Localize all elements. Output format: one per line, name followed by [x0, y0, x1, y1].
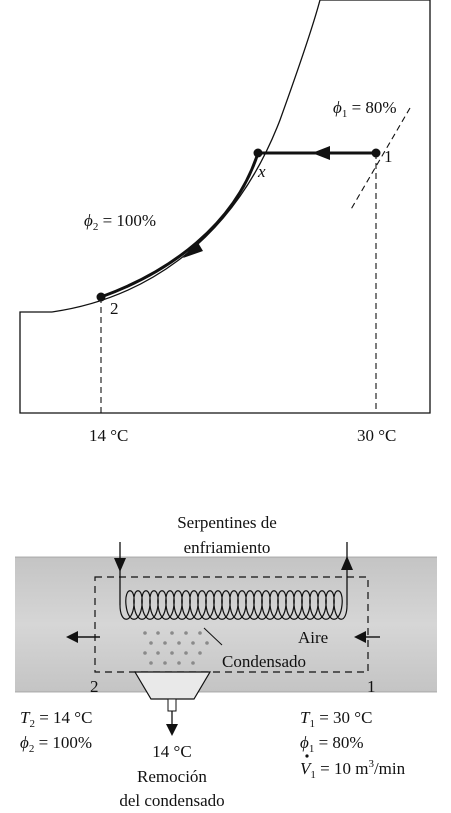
state-2-label: 2 [110, 299, 119, 318]
temp-30-label: 30 °C [357, 426, 396, 445]
state-point-x [253, 148, 263, 158]
cooling-device-schematic: Serpentines de enfriamiento Condensado [15, 513, 437, 810]
inlet-humidity: ϕ1 = 80% [300, 733, 364, 755]
condensate-leader-line [203, 627, 223, 646]
phi2-label: ϕ2 = 100% [84, 211, 156, 233]
section-2-label: 2 [90, 677, 99, 696]
coil-inlet-arrow-icon [114, 558, 126, 572]
state-1-label: 1 [384, 147, 393, 166]
drain-arrow-icon [166, 724, 178, 736]
outlet-temperature: T2 = 14 °C [20, 708, 92, 730]
control-volume [94, 576, 369, 673]
condensate-droplets [143, 631, 209, 665]
removal-label-line2: del condensado [119, 791, 224, 810]
phi1-label: ϕ1 = 80% [333, 98, 397, 120]
coils-label-line2: enfriamiento [184, 538, 271, 557]
cooling-coil [119, 590, 348, 620]
condensate-label: Condensado [222, 652, 306, 671]
coils-label-line1: Serpentines de [177, 513, 277, 532]
inlet-temperature: T1 = 30 °C [300, 708, 372, 730]
section-1-label: 1 [367, 677, 376, 696]
arrow-down-curve-icon [183, 241, 203, 258]
state-x-label: x [257, 162, 266, 181]
drain-pipe [167, 698, 177, 712]
inlet-volume-flow: V1 = 10 m3/min [300, 758, 406, 781]
air-duct [15, 557, 437, 692]
air-outlet-arrow-icon [66, 631, 78, 643]
coil-outlet-arrow-icon [341, 556, 353, 570]
removal-temperature: 14 °C [152, 742, 191, 761]
arrow-left-icon [312, 146, 330, 160]
psychrometric-chart: ϕ1 = 80% ϕ2 = 100% 1 x 2 14 °C 30 °C [19, 0, 431, 445]
air-inlet-arrow-icon [354, 631, 366, 643]
v-dot-accent [305, 754, 309, 758]
air-label: Aire [298, 628, 328, 647]
condensate-collector [133, 671, 212, 700]
state-point-2 [96, 292, 106, 302]
removal-label-line1: Remoción [137, 767, 207, 786]
saturation-curve [51, 0, 321, 313]
temp-14-label: 14 °C [89, 426, 128, 445]
chart-boundary [19, 0, 431, 414]
outlet-humidity: ϕ2 = 100% [20, 733, 92, 755]
state-point-1 [371, 148, 381, 158]
rh-80-dashed-line [349, 107, 411, 212]
